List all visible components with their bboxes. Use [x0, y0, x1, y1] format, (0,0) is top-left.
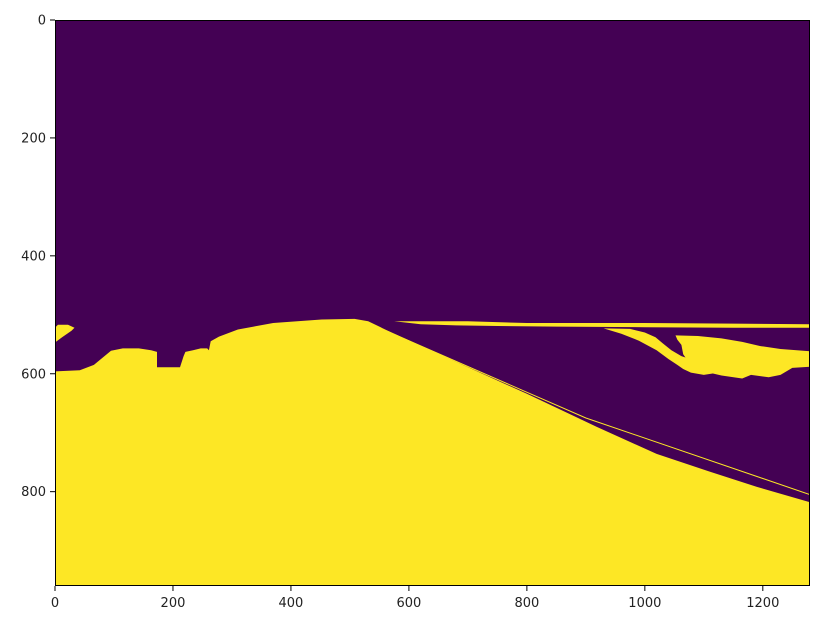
- x-tick-label: 800: [514, 596, 539, 611]
- y-tick-label: 600: [21, 367, 46, 382]
- x-tick-label: 200: [161, 596, 186, 611]
- y-tick-label: 400: [21, 249, 46, 264]
- x-tick-label: 1200: [746, 596, 779, 611]
- mask-region-0: [55, 318, 810, 586]
- y-axis: 0 200 400 600 800: [21, 14, 55, 500]
- mask-line-0: [376, 326, 810, 496]
- x-axis: 0 200 400 600 800 1000 1200: [51, 586, 779, 611]
- axes-frame: [55, 20, 810, 586]
- mask-region-1: [55, 324, 75, 343]
- plot-area: [55, 20, 810, 586]
- mask-regions: [55, 318, 810, 586]
- x-tick-label: 400: [279, 596, 304, 611]
- mask-speck-0: [187, 547, 189, 549]
- y-tick-label: 200: [21, 131, 46, 146]
- y-tick-label: 800: [21, 485, 46, 500]
- mask-region-4: [675, 335, 810, 379]
- x-tick-label: 600: [396, 596, 421, 611]
- y-tick-label: 0: [38, 14, 46, 29]
- x-tick-label: 0: [51, 596, 59, 611]
- x-tick-label: 1000: [628, 596, 661, 611]
- mask-region-2: [394, 321, 810, 328]
